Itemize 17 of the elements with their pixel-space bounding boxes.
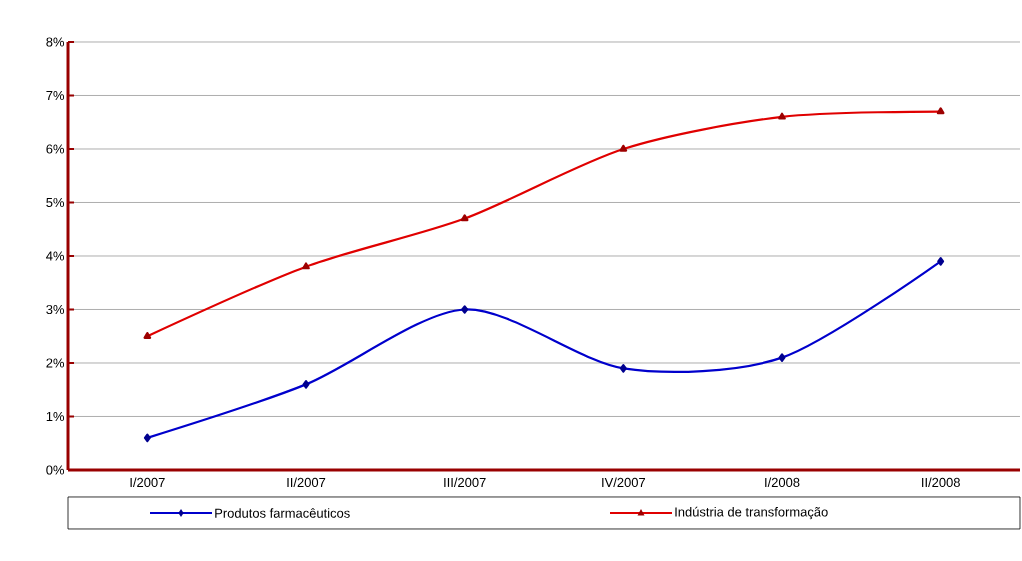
y-tick-label: 8% [46,37,65,47]
legend-label: Produtos farmacêuticos [215,508,350,518]
y-tick-label: 7% [46,90,65,101]
legend-label: Indústria de transformação [675,506,828,520]
x-tick-label: I/2008 [765,477,800,488]
x-tick-label: III/2007 [444,477,486,488]
x-tick-label: II/2008 [922,477,960,488]
x-tick-label: I/2007 [130,477,165,488]
y-tick-label: 3% [46,304,65,315]
y-tick-label: 1% [46,411,65,422]
y-tick-label: 6% [46,144,65,154]
y-tick-label: 0% [46,465,65,475]
y-tick-label: 5% [46,197,65,208]
x-tick-label: IV/2007 [602,477,646,488]
y-tick-label: 4% [46,251,65,261]
x-tick-label: II/2007 [287,477,326,488]
y-tick-label: 2% [46,358,65,368]
